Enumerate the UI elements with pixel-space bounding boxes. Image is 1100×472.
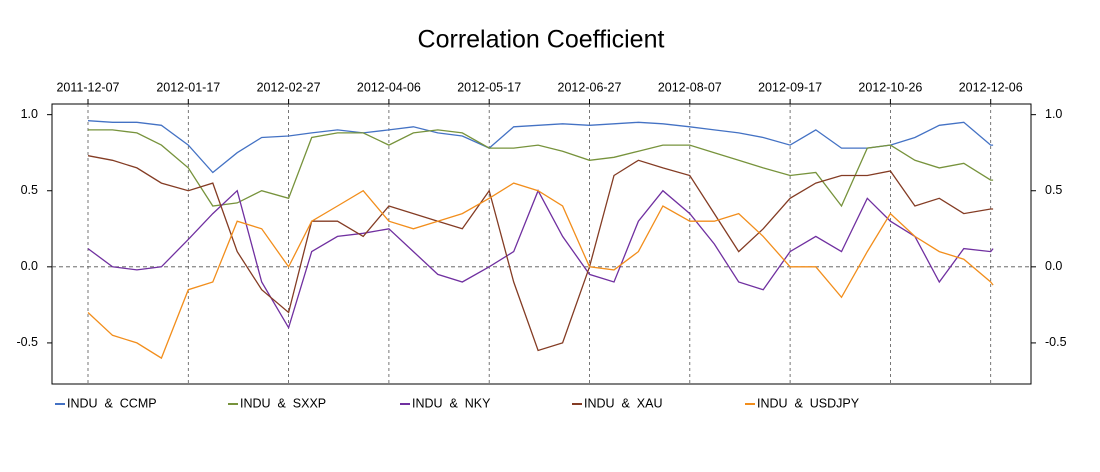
x-tick-label: 2012-12-06 bbox=[959, 80, 1023, 94]
y-tick-label: 1.0 bbox=[21, 107, 38, 121]
y2-tick-label: 0.0 bbox=[1045, 259, 1062, 273]
series-line bbox=[87, 189, 994, 330]
legend-label: INDU & NKY bbox=[412, 396, 491, 410]
plot-frame bbox=[51, 103, 1032, 385]
y-tick-label: 0.0 bbox=[21, 259, 38, 273]
series-line bbox=[87, 182, 994, 360]
y-tick-label: -0.5 bbox=[16, 335, 38, 349]
y-tick-label: 0.5 bbox=[21, 183, 38, 197]
legend-label: INDU & XAU bbox=[584, 396, 663, 410]
series-line bbox=[87, 155, 994, 352]
x-tick-label: 2012-04-06 bbox=[357, 80, 421, 94]
x-tick-label: 2012-08-07 bbox=[658, 80, 722, 94]
x-tick-label: 2012-02-27 bbox=[257, 80, 321, 94]
x-tick-label: 2011-12-07 bbox=[56, 80, 119, 94]
chart-title: Correlation Coefficient bbox=[418, 26, 665, 54]
legend-label: INDU & USDJPY bbox=[757, 396, 860, 410]
x-tick-label: 2012-10-26 bbox=[858, 80, 922, 94]
legend-label: INDU & CCMP bbox=[67, 396, 157, 410]
y2-tick-label: 1.0 bbox=[1045, 107, 1062, 121]
x-tick-label: 2012-05-17 bbox=[457, 80, 521, 94]
y2-tick-label: -0.5 bbox=[1045, 335, 1067, 349]
series-line bbox=[88, 129, 994, 208]
legend-label: INDU & SXXP bbox=[240, 396, 326, 410]
y2-tick-label: 0.5 bbox=[1045, 183, 1062, 197]
x-tick-label: 2012-01-17 bbox=[156, 80, 220, 94]
x-tick-label: 2012-09-17 bbox=[758, 80, 822, 94]
x-tick-label: 2012-06-27 bbox=[558, 80, 622, 94]
series-line bbox=[87, 120, 994, 174]
